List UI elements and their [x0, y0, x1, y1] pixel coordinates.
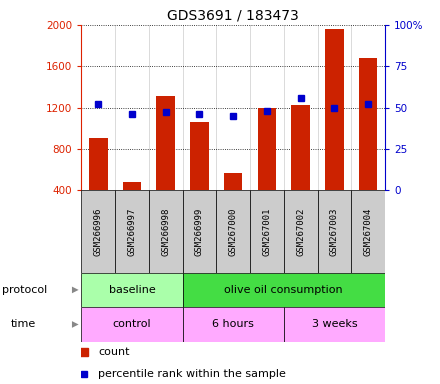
Text: baseline: baseline: [109, 285, 155, 295]
Bar: [216, 190, 250, 273]
Bar: [291, 106, 310, 190]
Text: 6 hours: 6 hours: [212, 319, 254, 329]
Bar: [157, 96, 175, 190]
Text: control: control: [113, 319, 151, 329]
Text: percentile rank within the sample: percentile rank within the sample: [98, 369, 286, 379]
Text: protocol: protocol: [2, 285, 48, 295]
Bar: [149, 190, 183, 273]
Bar: [325, 29, 344, 190]
Bar: [89, 139, 107, 190]
Text: GSM267000: GSM267000: [229, 207, 238, 255]
Text: 3 weeks: 3 weeks: [312, 319, 357, 329]
Text: GSM266997: GSM266997: [128, 207, 136, 255]
Text: GSM267004: GSM267004: [363, 207, 373, 255]
Text: time: time: [11, 319, 36, 329]
Text: GSM266998: GSM266998: [161, 207, 170, 255]
Bar: [81, 190, 115, 273]
Bar: [81, 307, 183, 342]
Text: olive oil consumption: olive oil consumption: [224, 285, 343, 295]
Bar: [250, 190, 284, 273]
Text: GSM267001: GSM267001: [262, 207, 271, 255]
Title: GDS3691 / 183473: GDS3691 / 183473: [167, 8, 299, 22]
Bar: [224, 172, 242, 190]
Bar: [115, 190, 149, 273]
Text: GSM266996: GSM266996: [94, 207, 103, 255]
Text: count: count: [98, 347, 130, 357]
Bar: [183, 307, 284, 342]
Bar: [81, 273, 183, 307]
Bar: [318, 190, 351, 273]
Bar: [190, 122, 209, 190]
Bar: [258, 108, 276, 190]
Bar: [123, 182, 141, 190]
Bar: [359, 58, 378, 190]
Text: GSM267003: GSM267003: [330, 207, 339, 255]
Text: GSM266999: GSM266999: [195, 207, 204, 255]
Text: GSM267002: GSM267002: [296, 207, 305, 255]
Bar: [183, 190, 216, 273]
Bar: [351, 190, 385, 273]
Bar: [284, 307, 385, 342]
Bar: [183, 273, 385, 307]
Bar: [284, 190, 318, 273]
